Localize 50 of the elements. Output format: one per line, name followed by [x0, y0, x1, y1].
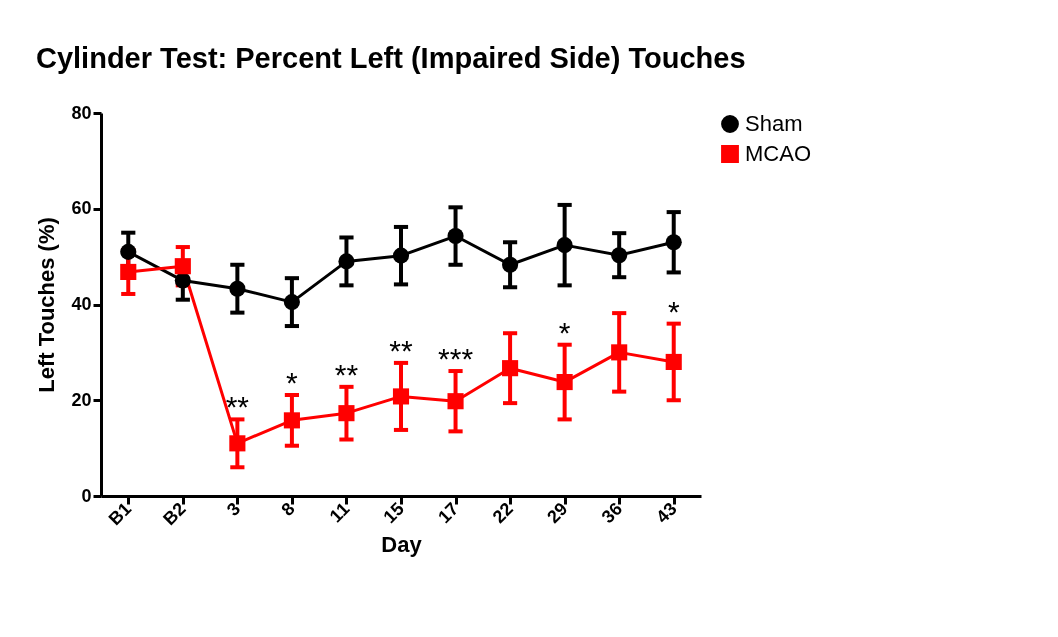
point	[338, 405, 355, 422]
point	[556, 237, 573, 254]
chart-title: Cylinder Test: Percent Left (Impaired Side) Touches	[35, 42, 746, 74]
x-tick-label: 11	[325, 498, 354, 527]
x-tick-label: 8	[277, 498, 299, 520]
point	[447, 227, 464, 245]
point	[283, 412, 300, 429]
point	[174, 258, 191, 275]
point	[229, 435, 246, 452]
x-tick-label: 15	[379, 498, 408, 528]
y-tick-label: 60	[71, 198, 92, 219]
point	[338, 253, 355, 270]
y-tick-label: 20	[71, 389, 92, 410]
point	[447, 393, 464, 410]
y-tick-label: 80	[71, 102, 92, 123]
point	[174, 272, 191, 289]
annotation: **	[225, 390, 250, 424]
point	[120, 263, 137, 281]
x-tick-label: B1	[104, 498, 136, 530]
point	[392, 388, 410, 405]
point	[665, 353, 682, 371]
y-tick-label: 40	[71, 294, 92, 314]
x-tick-label: B2	[159, 498, 190, 530]
x-tick-label: 3	[223, 498, 245, 520]
point	[611, 247, 628, 264]
annotation: *	[286, 365, 299, 399]
x-tick-label: 43	[652, 498, 681, 528]
x-axis-title: Day	[381, 532, 423, 558]
annotation: *	[667, 294, 680, 328]
legend-label: Sham	[745, 111, 803, 136]
annotation: **	[389, 333, 413, 367]
point	[502, 360, 519, 377]
point	[556, 374, 573, 391]
annotation: *	[558, 315, 571, 349]
point	[120, 243, 137, 260]
point	[392, 247, 410, 264]
point	[611, 344, 628, 361]
legend-label: MCAO	[745, 141, 811, 166]
x-tick-label: 36	[597, 498, 627, 528]
annotation: **	[334, 357, 359, 391]
x-tick-label: 17	[434, 498, 463, 528]
x-tick-label: 29	[543, 498, 572, 528]
y-tick-label: 0	[81, 485, 92, 506]
annotation: ***	[438, 342, 474, 376]
point	[283, 294, 300, 311]
point	[665, 234, 682, 251]
y-axis-title: Left Touches (%)	[34, 217, 60, 393]
point	[229, 280, 246, 297]
x-tick-label: 22	[488, 498, 517, 528]
point	[502, 256, 519, 273]
